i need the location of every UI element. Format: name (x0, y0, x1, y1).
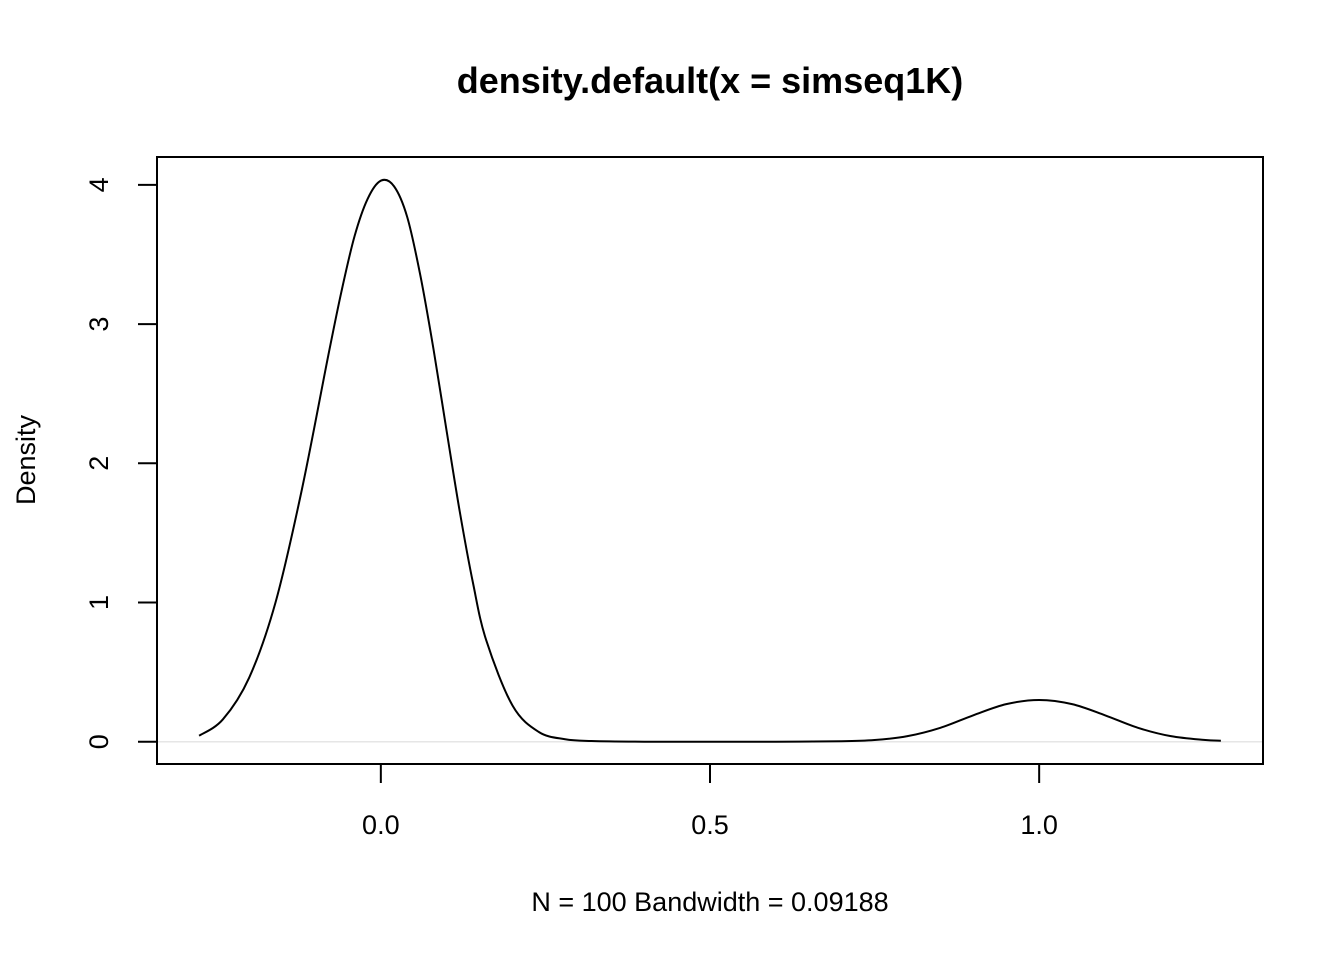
chart-title: density.default(x = simseq1K) (457, 60, 963, 101)
density-curve (198, 178, 1221, 743)
y-axis-label: Density (11, 414, 41, 505)
x-axis-label: N = 100 Bandwidth = 0.09188 (531, 887, 888, 917)
y-tick-label: 0 (84, 734, 114, 749)
y-tick-label: 3 (84, 317, 114, 332)
y-tick-label: 1 (84, 595, 114, 610)
x-tick-label: 0.5 (691, 810, 729, 840)
x-tick-label: 0.0 (362, 810, 400, 840)
y-tick-label: 4 (84, 177, 114, 192)
plot-frame (156, 156, 1264, 765)
x-tick-label: 1.0 (1020, 810, 1058, 840)
y-tick-label: 2 (84, 456, 114, 471)
